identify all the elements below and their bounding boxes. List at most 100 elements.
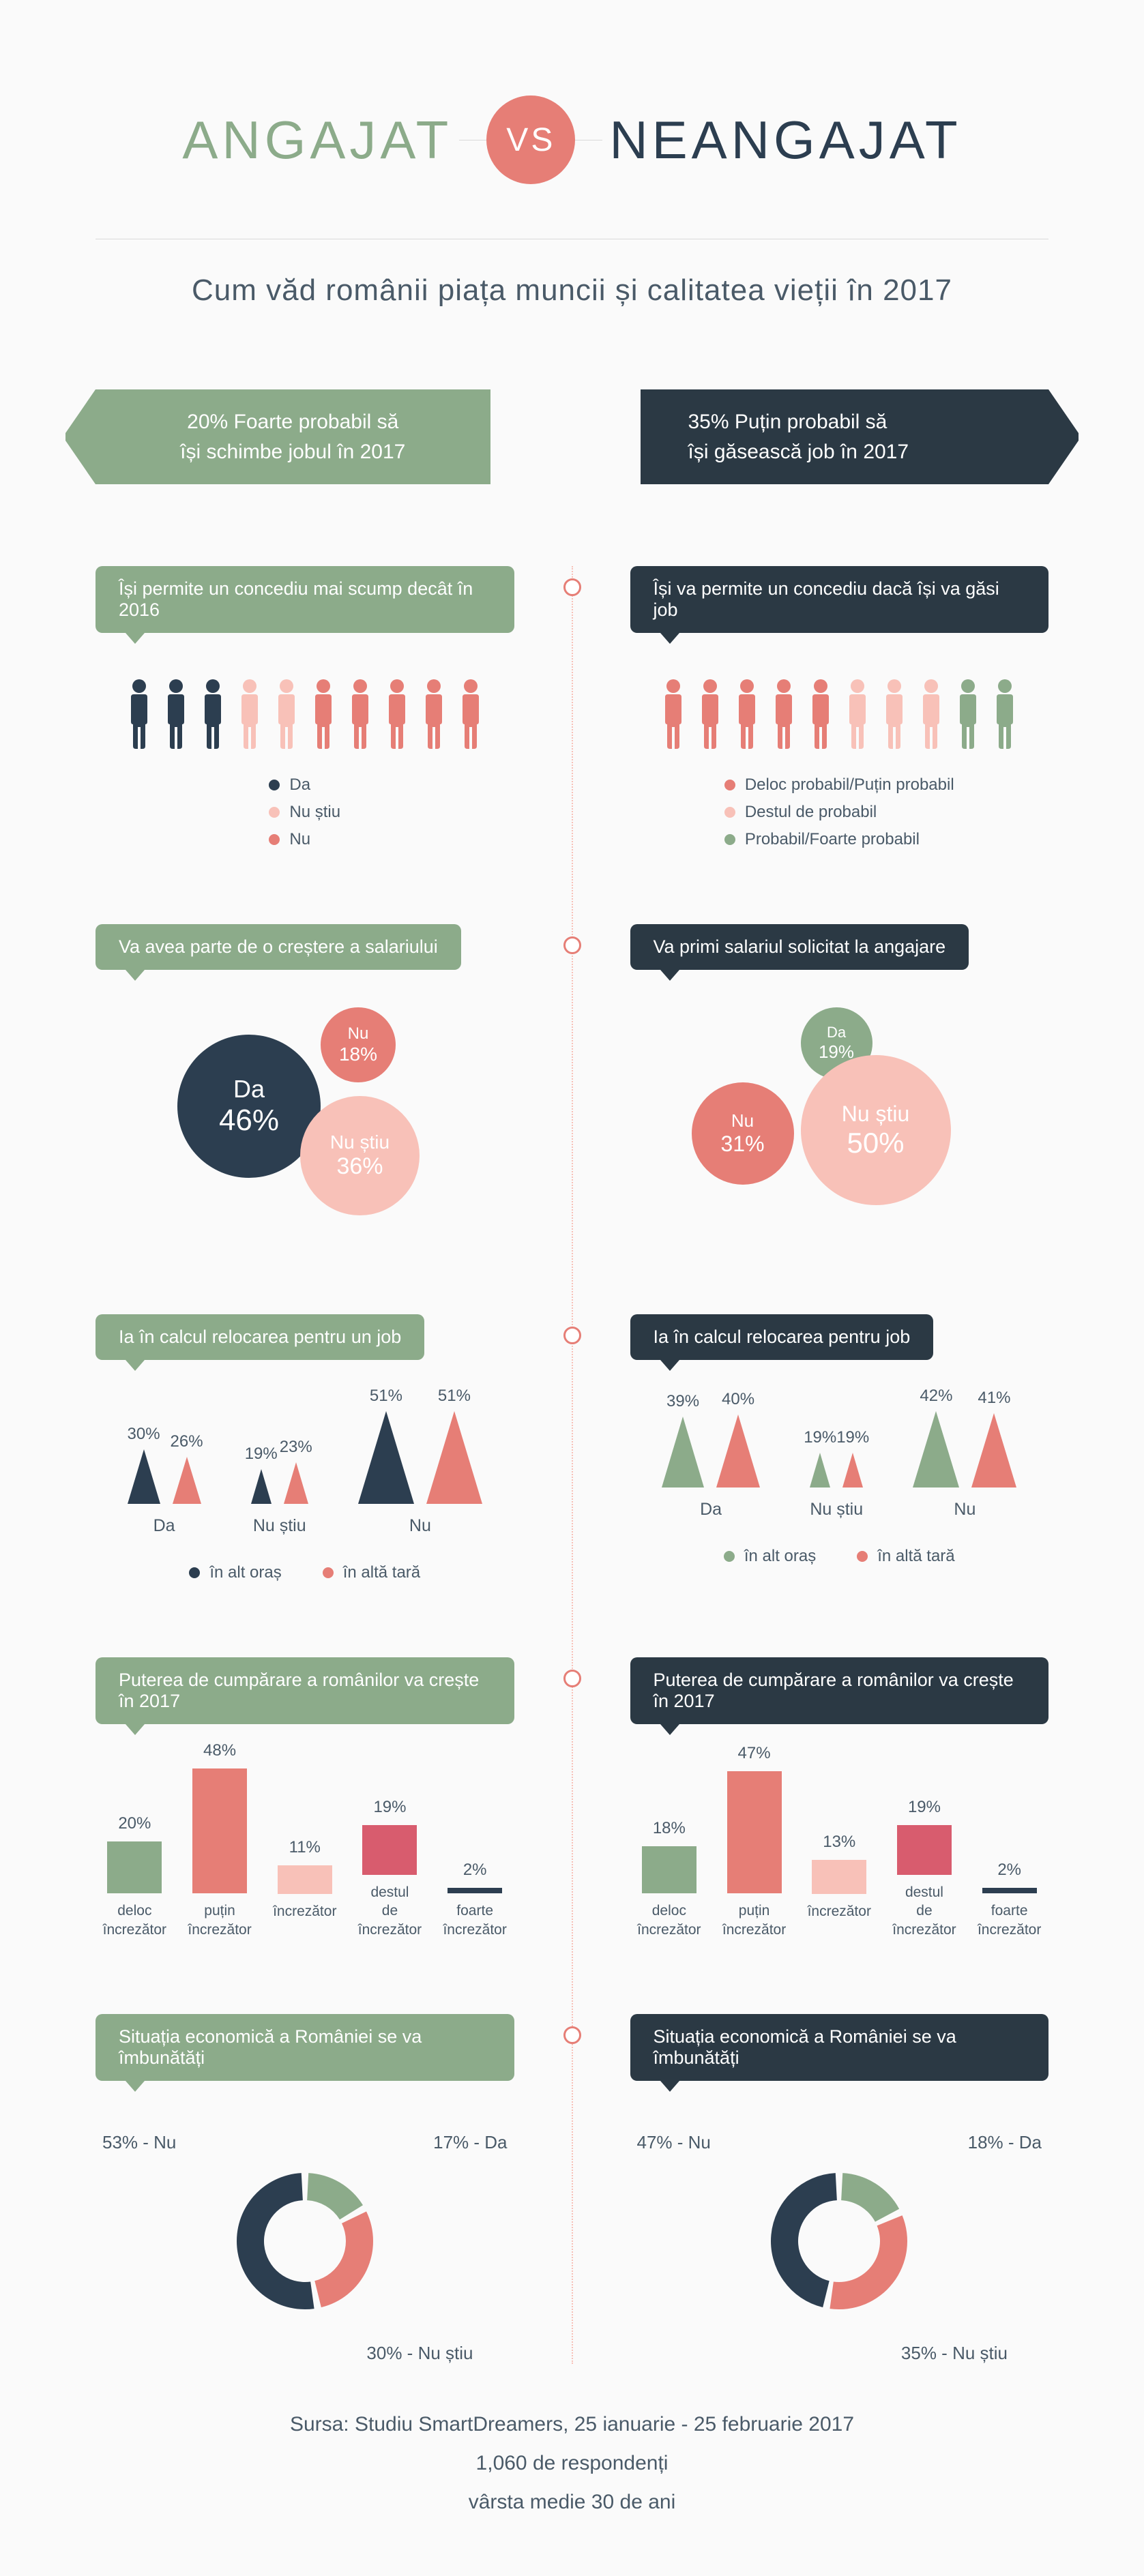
- triangle-group: 39% 40% Da: [662, 1415, 760, 1520]
- triangle-value: 26%: [171, 1432, 203, 1451]
- legend-dot: [269, 807, 280, 818]
- donut-segment: [771, 2173, 837, 2307]
- triangle-value: 51%: [370, 1387, 402, 1406]
- legend-label: Nu: [289, 830, 310, 849]
- bubble-pct: 50%: [847, 1127, 904, 1159]
- legend-right: Deloc probabil/Puțin probabil Destul de …: [724, 775, 954, 849]
- person-icon: [988, 677, 1021, 752]
- banner-left-l2: își schimbe jobul în 2017: [180, 441, 405, 463]
- bubble-chart-left: Da 46% Nu 18% Nu știu 36%: [96, 1007, 514, 1239]
- triangle-value: 23%: [280, 1438, 312, 1457]
- triangle-legend-right: în alt oraș în altă tară: [630, 1547, 1049, 1566]
- donut-chart-left: 53% - Nu17% - Da30% - Nu știu: [96, 2118, 514, 2364]
- bubble: Da 46%: [177, 1035, 321, 1178]
- legend-dot: [724, 834, 735, 845]
- section-relocation: Ia în calcul relocarea pentru un job 30%…: [96, 1314, 1048, 1582]
- bar-column: 13% încrezător: [803, 1833, 876, 1939]
- timeline-node: [563, 1670, 581, 1687]
- pill-s4-right: Puterea de cumpărare a românilor va creș…: [630, 1657, 1049, 1724]
- pill-s1-right: Își va permite un concediu dacă își va g…: [630, 566, 1049, 633]
- bar-value: 19%: [373, 1798, 406, 1817]
- bar: [448, 1888, 502, 1893]
- bar: [897, 1825, 952, 1875]
- triangle-value: 19%: [836, 1428, 869, 1447]
- triangle-category: Da: [153, 1516, 175, 1536]
- header-right: NEANGAJAT: [609, 109, 961, 171]
- bar-column: 19% destulde încrezător: [353, 1798, 426, 1939]
- bubble-label: Nu știu: [842, 1101, 910, 1127]
- banner-right-l1: 35% Puțin probabil să: [688, 411, 888, 433]
- person-icon: [841, 677, 874, 752]
- pill-s2-right: Va primi salariul solicitat la angajare: [630, 924, 969, 970]
- legend-dot: [724, 807, 735, 818]
- triangle-value: 30%: [128, 1425, 160, 1444]
- triangle-value: 40%: [722, 1390, 754, 1409]
- legend-dot: [724, 1551, 735, 1562]
- legend-dot: [724, 780, 735, 790]
- bar: [812, 1860, 866, 1894]
- legend-dot: [189, 1567, 200, 1578]
- bar-label: puținîncrezător: [188, 1901, 251, 1939]
- bubble-pct: 31%: [720, 1131, 764, 1157]
- triangle-value: 41%: [978, 1389, 1010, 1408]
- pill-s3-left: Ia în calcul relocarea pentru un job: [96, 1314, 424, 1360]
- triangle: 39%: [662, 1417, 704, 1487]
- banner-right: 35% Puțin probabil să își găsească job î…: [641, 389, 1049, 484]
- bar-label: încrezător: [273, 1902, 336, 1939]
- person-icon: [454, 677, 487, 752]
- legend-label: Probabil/Foarte probabil: [745, 830, 920, 849]
- triangle-value: 51%: [438, 1387, 471, 1406]
- bar-label: foarteîncrezător: [443, 1901, 506, 1939]
- person-icon: [878, 677, 911, 752]
- legend-label: Nu știu: [289, 803, 340, 822]
- person-icon: [694, 677, 727, 752]
- bar-column: 2% foarteîncrezător: [973, 1861, 1046, 1939]
- bar-value: 48%: [203, 1741, 236, 1760]
- footer-l3: vârsta medie 30 de ani: [96, 2483, 1048, 2521]
- legend-dot: [269, 834, 280, 845]
- person-icon: [657, 677, 690, 752]
- legend-label: în alt oraș: [744, 1547, 816, 1566]
- bar: [727, 1771, 782, 1893]
- banner-right-l2: își găsească job în 2017: [688, 441, 909, 463]
- section-economy: Situația economică a României se va îmbu…: [96, 2014, 1048, 2364]
- bubble-label: Nu: [348, 1024, 369, 1043]
- bar-column: 47% puținîncrezător: [718, 1744, 791, 1939]
- bar-value: 2%: [997, 1861, 1021, 1880]
- legend-item: Nu știu: [269, 803, 340, 822]
- header: ANGAJAT VS NEANGAJAT: [96, 95, 1048, 184]
- bar-value: 19%: [908, 1798, 941, 1817]
- triangle-group: 19% 19% Nu știu: [810, 1453, 863, 1520]
- bar-value: 20%: [118, 1814, 151, 1833]
- bar-label: destulde încrezător: [353, 1883, 426, 1939]
- person-icon: [270, 677, 303, 752]
- donut-segment: [830, 2215, 908, 2309]
- bubble-label: Nu știu: [330, 1131, 390, 1153]
- legend-item: în altă tară: [857, 1547, 954, 1566]
- timeline-node: [563, 1327, 581, 1344]
- legend-item: Nu: [269, 830, 310, 849]
- subtitle: Cum văd românii piața muncii și calitate…: [96, 273, 1048, 308]
- triangle-legend-left: în alt oraș în altă tară: [96, 1563, 514, 1582]
- person-icon: [307, 677, 340, 752]
- callout-nu: 53% - Nu: [102, 2132, 176, 2153]
- bar: [192, 1768, 247, 1893]
- triangle-chart-right: 39% 40% Da 19% 19% Nu știu 42% 41%: [630, 1411, 1049, 1520]
- donut-segment: [237, 2173, 314, 2309]
- person-icon: [417, 677, 450, 752]
- triangle: 30%: [128, 1449, 160, 1504]
- bar-label: puținîncrezător: [722, 1901, 786, 1939]
- person-icon: [767, 677, 800, 752]
- callout-da: 18% - Da: [968, 2132, 1042, 2153]
- triangle: 51%: [358, 1411, 414, 1504]
- legend-left: Da Nu știu Nu: [269, 775, 340, 849]
- person-icon: [233, 677, 266, 752]
- section-salary: Va avea parte de o creștere a salariului…: [96, 924, 1048, 1239]
- donut-svg: [223, 2159, 387, 2323]
- legend-item: Probabil/Foarte probabil: [724, 830, 920, 849]
- triangle: 51%: [426, 1411, 482, 1504]
- person-icon: [804, 677, 837, 752]
- pill-s5-right: Situația economică a României se va îmbu…: [630, 2014, 1049, 2081]
- bar-column: 11% încrezător: [268, 1838, 341, 1939]
- bubble-label: Da: [827, 1024, 846, 1041]
